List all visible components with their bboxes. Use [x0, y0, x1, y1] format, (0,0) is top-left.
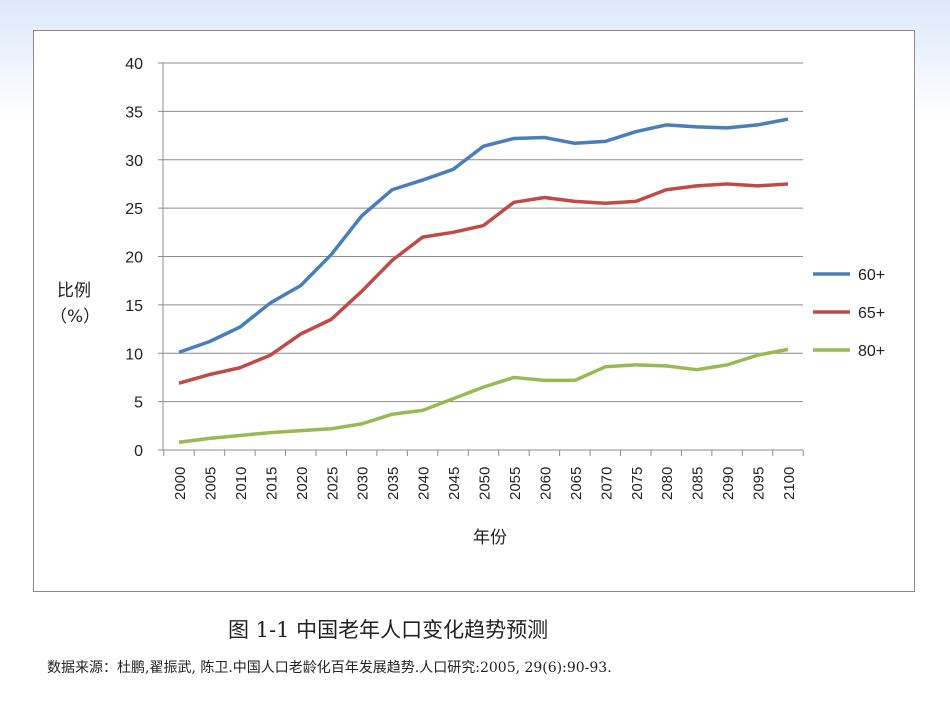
x-tick-label: 2020 [294, 467, 311, 500]
x-tick-label: 2090 [720, 467, 737, 500]
y-tick-label: 40 [125, 56, 143, 73]
y-tick-label: 0 [134, 443, 143, 460]
x-tick-label: 2065 [568, 467, 585, 500]
x-tick-label: 2040 [416, 467, 433, 500]
x-tick-label: 2015 [263, 467, 280, 500]
y-tick-label: 5 [134, 395, 143, 412]
data-source: 数据来源：杜鹏,翟振武, 陈卫.中国人口老龄化百年发展趋势.人口研究:2005,… [47, 660, 612, 676]
y-tick-label: 15 [125, 298, 143, 315]
y-tick-label: 20 [125, 250, 143, 267]
series-line-60+ [178, 117, 789, 354]
x-tick-label: 2010 [233, 467, 250, 500]
x-tick-label: 2045 [446, 467, 463, 500]
legend-label: 80+ [858, 343, 885, 360]
x-tick-label: 2000 [172, 467, 189, 500]
x-tick-label: 2005 [202, 467, 219, 500]
x-tick-label: 2080 [659, 467, 676, 500]
y-axis-label: 比例（%） [50, 281, 101, 327]
legend-label: 60+ [858, 267, 885, 284]
x-tick-label: 2050 [477, 467, 494, 500]
y-tick-label: 10 [125, 346, 143, 363]
series-line-80+ [178, 347, 789, 444]
series-line-65+ [178, 182, 789, 385]
x-tick-label: 2055 [507, 467, 524, 500]
y-tick-label: 25 [125, 201, 143, 218]
legend-label: 65+ [858, 305, 885, 322]
y-tick-label: 35 [125, 104, 143, 121]
x-tick-label: 2030 [355, 467, 372, 500]
x-tick-label: 2100 [781, 467, 798, 500]
x-tick-label: 2025 [324, 467, 341, 500]
x-tick-label: 2060 [537, 467, 554, 500]
y-tick-label: 30 [125, 153, 143, 170]
x-tick-label: 2085 [690, 467, 707, 500]
x-tick-label: 2095 [751, 467, 768, 500]
figure-caption: 图 1-1 中国老年人口变化趋势预测 [228, 618, 549, 642]
x-tick-label: 2070 [598, 467, 615, 500]
x-tick-label: 2035 [385, 467, 402, 500]
x-tick-label: 2075 [629, 467, 646, 500]
x-axis-label: 年份 [473, 528, 507, 548]
